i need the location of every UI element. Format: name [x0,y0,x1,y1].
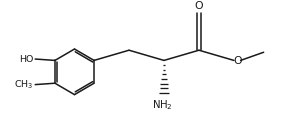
Text: HO: HO [19,55,34,64]
Text: O: O [233,56,242,66]
Text: CH$_3$: CH$_3$ [14,78,34,91]
Text: O: O [195,1,203,11]
Text: NH$_2$: NH$_2$ [152,98,173,112]
